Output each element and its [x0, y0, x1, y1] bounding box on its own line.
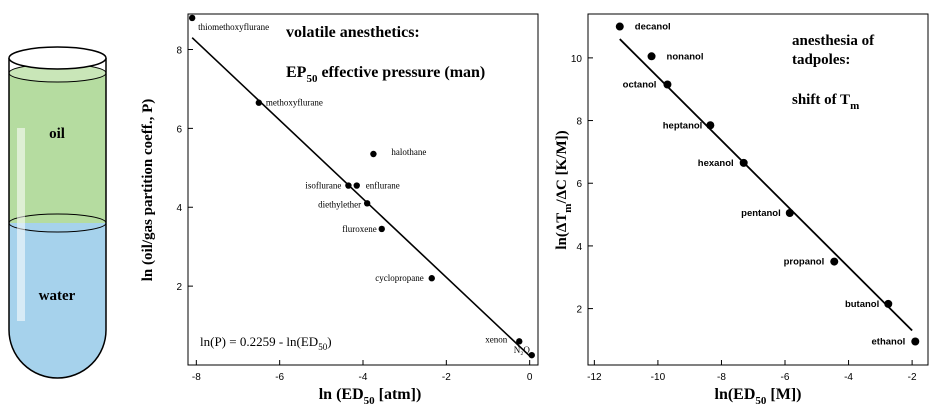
c2-point-1 — [647, 52, 656, 61]
c1-point-1 — [255, 99, 263, 106]
c1-point-7 — [428, 275, 435, 282]
chart1-equation-main: ln(P) = 0.2259 - ln(ED — [200, 334, 318, 349]
chart2-xlabel-sub: 50 — [755, 395, 767, 405]
c2-x-tick-label-2: -8 — [717, 372, 726, 383]
c1-point-3 — [345, 182, 352, 189]
c2-point-label-6: propanol — [784, 257, 825, 268]
chart2-shift-sub: m — [850, 100, 859, 112]
c1-x-tick-label-0: -8 — [192, 372, 201, 383]
chart1-xlabel-rest: [atm]) — [375, 386, 422, 403]
c1-y-tick-label-0: 2 — [176, 282, 182, 293]
chart2-title-line-2: tadpoles: — [792, 52, 850, 68]
c2-y-tick-label-4: 10 — [571, 54, 583, 65]
tube-highlight — [17, 128, 25, 321]
c1-point-9 — [528, 351, 535, 359]
chart2-shift-label: shift of Tm — [792, 92, 859, 112]
chart1-subtitle-main: EP — [286, 64, 307, 81]
tube-rim — [8, 46, 107, 70]
c2-point-7 — [884, 299, 893, 308]
chart2-x-axis-label: ln(ED50 [M]) — [715, 386, 802, 405]
c2-x-tick-label-5: -2 — [908, 372, 917, 383]
c2-x-tick-label-4: -4 — [844, 372, 853, 383]
c2-point-4 — [739, 158, 748, 167]
chart2-y-axis-label: ln(ΔTm/ΔC [K/M]) — [554, 130, 574, 249]
chart2-xlabel-main: ln(ED — [715, 386, 756, 403]
chart2-xlabel-rest: [M]) — [766, 386, 801, 403]
chart1-subtitle-rest: effective pressure (man) — [317, 64, 485, 81]
tube-outline — [8, 58, 107, 379]
chart1-equation-sub: 50 — [318, 342, 328, 352]
c2-x-tick-label-1: -10 — [651, 372, 666, 383]
chart1-xlabel-sub: 50 — [364, 395, 376, 405]
c2-point-5 — [785, 209, 794, 218]
c1-y-tick-label-1: 4 — [176, 203, 182, 214]
c2-x-tick-label-0: -12 — [587, 372, 602, 383]
chart1-xlabel-main: ln (ED — [319, 386, 364, 403]
c2-y-tick-label-0: 2 — [576, 305, 582, 316]
c1-point-label-5: diethylether — [318, 199, 361, 209]
c2-point-label-3: heptanol — [663, 120, 703, 131]
chart2-ylabel-sub: m — [562, 204, 574, 213]
c2-y-tick-label-3: 8 — [576, 117, 582, 128]
c2-y-tick-label-2: 6 — [576, 179, 582, 190]
tube-water-fill — [9, 223, 106, 378]
tube-water-label: water — [39, 288, 76, 304]
c2-point-0 — [615, 22, 624, 31]
c1-point-label-8: xenon — [485, 334, 507, 344]
c1-point-label-9: N₂O — [514, 345, 531, 355]
c1-point-5 — [363, 200, 371, 207]
chart1-equation-rest: ) — [327, 334, 331, 349]
chart2-title-line-1: anesthesia of — [792, 33, 875, 49]
c1-x-tick-label-4: 0 — [527, 372, 533, 383]
chart1-equation: ln(P) = 0.2259 - ln(ED50) — [200, 334, 332, 352]
c1-point-label-3: isoflurane — [305, 181, 341, 191]
test-tube: oil water — [8, 46, 107, 379]
chart1-subtitle-sub: 50 — [306, 73, 318, 85]
chart1-subtitle: EP50 effective pressure (man) — [286, 64, 485, 85]
chart2-ylabel-rest: /ΔC [K/M]) — [554, 130, 570, 204]
chart1-y-axis-label: ln (oil/gas partition coeff., P) — [140, 99, 156, 281]
c1-x-tick-label-2: -4 — [359, 372, 368, 383]
c1-y-tick-label-2: 6 — [176, 124, 182, 135]
c2-x-tick-label-3: -6 — [781, 372, 790, 383]
c1-point-label-1: methoxyflurane — [266, 98, 323, 108]
c1-y-tick-label-3: 8 — [176, 45, 182, 56]
c1-point-2 — [370, 150, 377, 158]
c2-point-label-4: hexanol — [698, 158, 734, 169]
c2-point-label-8: ethanol — [872, 336, 906, 347]
c2-y-tick-label-1: 4 — [576, 242, 582, 253]
c1-point-label-0: thiomethoxyflurane — [198, 22, 269, 32]
c1-point-label-2: halothane — [391, 147, 426, 157]
chart2-fit-line — [619, 38, 913, 332]
c2-point-label-5: pentanol — [741, 208, 781, 219]
c2-point-6 — [830, 257, 839, 266]
tube-oil-label: oil — [49, 126, 65, 142]
c2-point-3 — [706, 121, 715, 130]
chart-tadpole-anesthesia: -12 -10 -8 -6 -4 -2 2 4 6 8 10 decanol nonanol octan… — [554, 13, 929, 405]
chart1-x-axis-label: ln (ED50 [atm]) — [319, 386, 422, 405]
c1-point-8 — [516, 338, 523, 345]
c1-x-tick-label-1: -6 — [275, 372, 284, 383]
c2-point-label-2: octanol — [623, 80, 657, 91]
c2-point-label-7: butanol — [845, 299, 879, 310]
chart-volatile-anesthetics: -8 -6 -4 -2 0 2 4 6 8 thiomethoxyflurane methoxyf… — [140, 13, 539, 405]
c2-point-label-0: decanol — [635, 22, 671, 33]
c2-point-2 — [663, 80, 672, 89]
chart2-ylabel-main: ln(ΔT — [554, 213, 570, 250]
tube-oil-fill — [9, 73, 106, 223]
c1-point-label-7: cyclopropane — [375, 273, 423, 283]
chart1-title: volatile anesthetics: — [286, 24, 420, 41]
c1-point-4 — [353, 182, 360, 189]
c1-point-label-6: fluroxene — [342, 224, 376, 234]
chart1-fit-line — [191, 37, 531, 357]
chart2-frame — [587, 13, 929, 366]
c2-point-label-1: nonanol — [667, 51, 704, 62]
c2-point-8 — [911, 337, 920, 346]
c1-x-tick-label-3: -2 — [442, 372, 451, 383]
c1-point-0 — [188, 14, 196, 22]
c1-point-label-4: enflurane — [366, 181, 400, 191]
chart2-shift-main: shift of T — [792, 92, 850, 108]
c1-point-6 — [378, 225, 385, 233]
